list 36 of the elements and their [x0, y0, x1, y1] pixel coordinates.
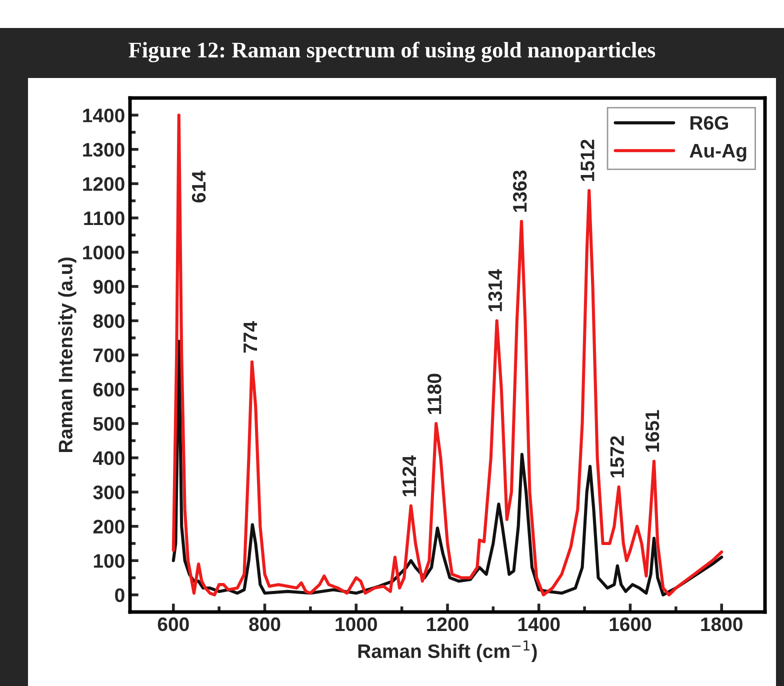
- legend-label: Au-Ag: [690, 144, 746, 162]
- y-tick-label: 500: [93, 417, 124, 431]
- annotation: 1314: [488, 269, 502, 312]
- x-tick-label: 1200: [427, 617, 468, 632]
- annotation: 1124: [402, 455, 416, 496]
- y-axis-title: Raman Intensity (a.u): [58, 258, 76, 452]
- y-tick-label: 800: [93, 314, 124, 328]
- y-tick-label: 900: [93, 280, 124, 294]
- annotation: 1363: [512, 170, 527, 212]
- annotation: 1572: [610, 436, 624, 478]
- y-tick-label: 700: [94, 348, 124, 362]
- legend-label: R6G: [690, 116, 728, 130]
- x-tick-label: 600: [158, 617, 189, 632]
- y-tick-label: 100: [94, 554, 124, 568]
- x-axis-title: Raman Shift (cm$^{−1}$): [358, 640, 537, 662]
- x-tick-label: 800: [249, 617, 280, 632]
- x-tick-label: 1000: [336, 617, 377, 632]
- annotation: 774: [244, 321, 258, 353]
- annotation: 1512: [580, 140, 594, 181]
- y-tick-label: 1300: [83, 142, 124, 157]
- y-tick-label: 600: [93, 382, 124, 397]
- x-tick-label: 1600: [610, 617, 652, 632]
- y-tick-label: 1100: [84, 211, 124, 226]
- annotation: 614: [192, 170, 206, 202]
- y-tick-label: 0: [115, 588, 124, 602]
- y-tick-label: 300: [93, 486, 124, 500]
- y-tick-label: 400: [92, 451, 124, 466]
- annotation: 1180: [428, 374, 442, 414]
- y-tick-label: 1000: [83, 246, 124, 260]
- y-tick-label: 1200: [83, 177, 124, 191]
- chart-title: Figure 12: Raman spectrum of using gold nanoparticles: [128, 42, 656, 62]
- x-tick-label: 1800: [701, 617, 742, 632]
- annotation: 1651: [645, 410, 660, 452]
- x-tick-label: 1400: [518, 617, 560, 632]
- y-tick-label: 1400: [83, 108, 124, 122]
- y-tick-label: 200: [93, 520, 124, 534]
